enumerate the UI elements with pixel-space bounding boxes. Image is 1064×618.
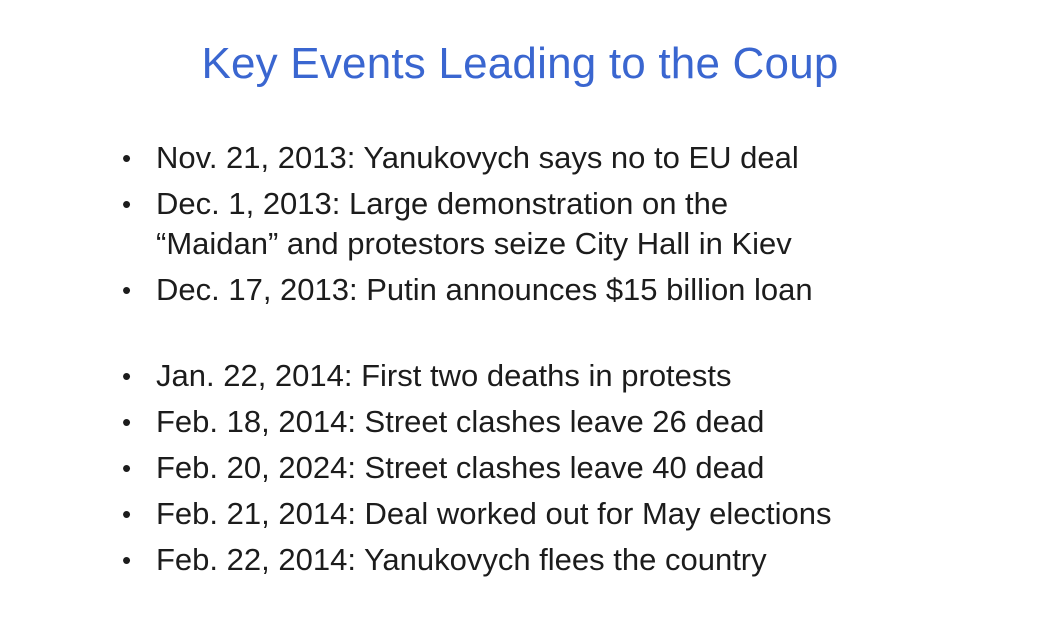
bullet-dot-icon: •: [122, 275, 132, 305]
bullet-dot-icon: •: [122, 453, 132, 483]
bullet-text: Feb. 20, 2024: Street clashes leave 40 d…: [156, 450, 765, 485]
bullet-item: • Dec. 17, 2013: Putin announces $15 bill…: [118, 270, 1018, 310]
bullet-item: • Dec. 1, 2013: Large demonstration on th…: [118, 184, 1018, 264]
slide-title: Key Events Leading to the Coup: [201, 39, 839, 88]
bullet-item: • Feb. 22, 2014: Yanukovych flees the cou…: [118, 540, 1018, 580]
bullet-text: “Maidan” and protestors seize City Hall …: [156, 226, 792, 261]
bullet-text: Jan. 22, 2014: First two deaths in prote…: [156, 358, 732, 393]
bullet-item: • Feb. 18, 2014: Street clashes leave 26 …: [118, 402, 1018, 442]
bullet-item: • Feb. 21, 2014: Deal worked out for May …: [118, 494, 1018, 534]
bullet-text: Dec. 1, 2013: Large demonstration on the: [156, 186, 729, 221]
bullet-dot-icon: •: [122, 499, 132, 529]
bullet-dot-icon: •: [122, 143, 132, 173]
bullet-list: • Nov. 21, 2013: Yanukovych says no to EU…: [118, 138, 1018, 586]
bullet-dot-icon: •: [122, 545, 132, 575]
bullet-text: Feb. 21, 2014: Deal worked out for May e…: [156, 496, 832, 531]
bullet-dot-icon: •: [122, 361, 132, 391]
bullet-dot-icon: •: [122, 407, 132, 437]
bullet-text: Dec. 17, 2013: Putin announces $15 billi…: [156, 272, 813, 307]
bullet-text: Nov. 21, 2013: Yanukovych says no to EU …: [156, 140, 799, 175]
bullet-item: • Nov. 21, 2013: Yanukovych says no to EU…: [118, 138, 1018, 178]
bullet-item: • Feb. 20, 2024: Street clashes leave 40 …: [118, 448, 1018, 488]
bullet-dot-icon: •: [122, 189, 132, 219]
bullet-text: Feb. 22, 2014: Yanukovych flees the coun…: [156, 542, 767, 577]
bullet-text: Feb. 18, 2014: Street clashes leave 26 d…: [156, 404, 765, 439]
bullet-item: • Jan. 22, 2014: First two deaths in prot…: [118, 356, 1018, 396]
